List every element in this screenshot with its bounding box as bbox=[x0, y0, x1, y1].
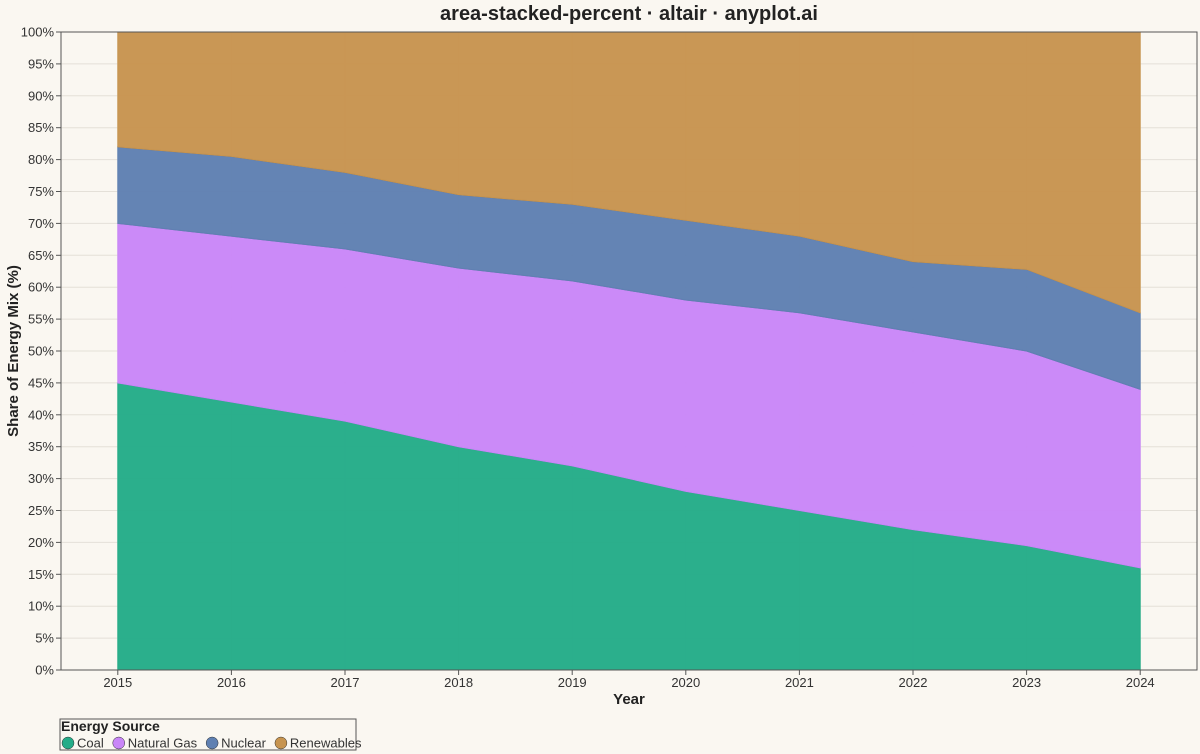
y-tick-label: 70% bbox=[28, 216, 54, 231]
y-tick-label: 55% bbox=[28, 312, 54, 327]
x-tick-label: 2017 bbox=[331, 675, 360, 690]
y-tick-label: 95% bbox=[28, 56, 54, 71]
x-tick-label: 2015 bbox=[103, 675, 132, 690]
legend-swatch-coal bbox=[61, 736, 75, 750]
x-tick-label: 2018 bbox=[444, 675, 473, 690]
y-tick-label: 100% bbox=[21, 25, 55, 40]
y-tick-label: 10% bbox=[28, 599, 54, 614]
x-tick-label: 2021 bbox=[785, 675, 814, 690]
x-tick-label: 2016 bbox=[217, 675, 246, 690]
x-tick-label: 2022 bbox=[899, 675, 928, 690]
y-tick-label: 90% bbox=[28, 88, 54, 103]
y-axis: 0% 5% 10% 15% 20% 25% 30% 35% 40% 45% 50% 55% 60% 65%… bbox=[21, 25, 61, 678]
x-tick-label: 2019 bbox=[558, 675, 587, 690]
x-tick-label: 2020 bbox=[671, 675, 700, 690]
y-tick-label: 65% bbox=[28, 248, 54, 263]
y-axis-title: Share of Energy Mix (%) bbox=[5, 265, 22, 437]
y-tick-label: 45% bbox=[28, 375, 54, 390]
legend-label-nuclear: Nuclear bbox=[221, 736, 266, 751]
legend-label-natural-gas: Natural Gas bbox=[128, 736, 198, 751]
y-tick-label: 50% bbox=[28, 344, 54, 359]
y-tick-label: 25% bbox=[28, 503, 54, 518]
y-tick-label: 80% bbox=[28, 152, 54, 167]
legend-label-renewables: Renewables bbox=[290, 736, 362, 751]
legend-swatch-natural-gas bbox=[112, 736, 125, 750]
area-series-group bbox=[117, 31, 1141, 671]
legend-items: Coal Natural Gas Nuclear Renewables bbox=[61, 736, 362, 751]
y-tick-label: 15% bbox=[28, 567, 54, 582]
y-tick-label: 30% bbox=[28, 471, 54, 486]
y-tick-label: 40% bbox=[28, 407, 54, 422]
y-tick-label: 0% bbox=[35, 663, 54, 678]
y-tick-label: 85% bbox=[28, 120, 54, 135]
y-tick-label: 60% bbox=[28, 280, 54, 295]
y-tick-label: 35% bbox=[28, 439, 54, 454]
legend: Energy Source Coal Natural Gas Nuclear Rene… bbox=[59, 718, 362, 751]
x-axis-title: Year bbox=[613, 691, 645, 708]
legend-swatch-renewables bbox=[274, 736, 288, 750]
y-tick-label: 5% bbox=[35, 631, 54, 646]
x-tick-label: 2024 bbox=[1126, 675, 1155, 690]
y-tick-label: 20% bbox=[28, 535, 54, 550]
x-axis: 2015 2016 2017 2018 2019 2020 2021 2022 2023 2024 bbox=[103, 670, 1155, 690]
legend-box bbox=[59, 718, 357, 751]
legend-swatch-nuclear bbox=[205, 736, 219, 750]
y-tick-label: 75% bbox=[28, 184, 54, 199]
x-tick-label: 2023 bbox=[1012, 675, 1041, 690]
legend-title: Energy Source bbox=[61, 718, 160, 734]
legend-label-coal: Coal bbox=[77, 736, 104, 751]
chart-title: area-stacked-percent · altair · anyplot.… bbox=[440, 3, 818, 25]
